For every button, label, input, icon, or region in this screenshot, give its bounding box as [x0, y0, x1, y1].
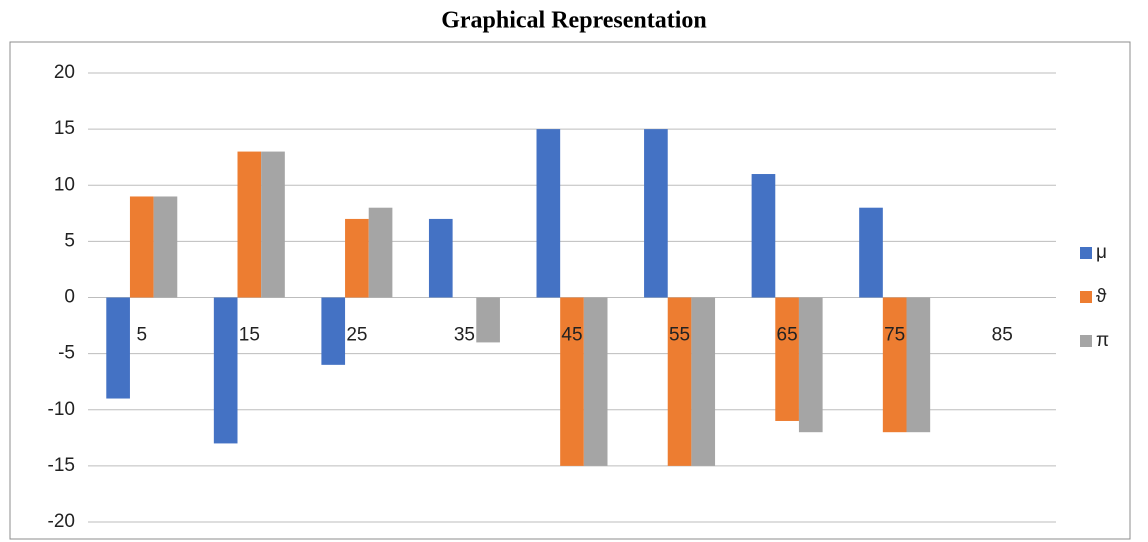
x-tick-label: 55 [669, 325, 690, 346]
y-tick-label: 5 [64, 230, 75, 251]
bar [644, 129, 668, 298]
bar [321, 297, 346, 365]
bar [476, 297, 500, 343]
chart-title: Graphical Representation [441, 8, 707, 34]
x-tick-label: 75 [884, 325, 905, 346]
bar [691, 297, 716, 466]
chart-frame [9, 41, 1131, 540]
bar [536, 129, 561, 298]
x-tick-label: 85 [992, 325, 1013, 346]
legend-swatch [1080, 247, 1092, 259]
x-tick-label: 45 [561, 325, 582, 346]
bar [667, 297, 692, 466]
legend-label: ϑ [1096, 286, 1107, 307]
bar [345, 218, 369, 298]
bar [775, 297, 799, 421]
legend-label: π [1096, 330, 1109, 351]
bar [751, 174, 776, 298]
bar [428, 218, 453, 298]
bar [798, 297, 823, 433]
bar [906, 297, 931, 433]
bar [368, 207, 393, 298]
y-tick-label: -15 [48, 455, 75, 476]
bar [153, 196, 178, 298]
x-tick-label: 35 [454, 325, 475, 346]
x-tick-label: 25 [346, 325, 367, 346]
y-tick-label: 0 [64, 287, 75, 308]
legend-swatch [1080, 335, 1092, 347]
bar [859, 207, 883, 298]
y-tick-label: -10 [48, 399, 75, 420]
legend-label: μ [1096, 242, 1107, 263]
bar [129, 196, 154, 298]
bar [583, 297, 608, 466]
bar [560, 297, 584, 466]
x-tick-label: 5 [136, 325, 147, 346]
bar [882, 297, 907, 433]
y-tick-label: 20 [54, 62, 75, 83]
bar [261, 151, 285, 298]
x-tick-label: 15 [239, 325, 260, 346]
bar [213, 297, 238, 444]
y-tick-label: 10 [54, 174, 75, 195]
bar [106, 297, 130, 399]
y-tick-label: -5 [58, 343, 75, 364]
y-tick-label: 15 [54, 118, 75, 139]
y-tick-label: -20 [48, 511, 75, 532]
bar [237, 151, 262, 298]
x-tick-label: 65 [777, 325, 798, 346]
legend-swatch [1080, 291, 1092, 303]
